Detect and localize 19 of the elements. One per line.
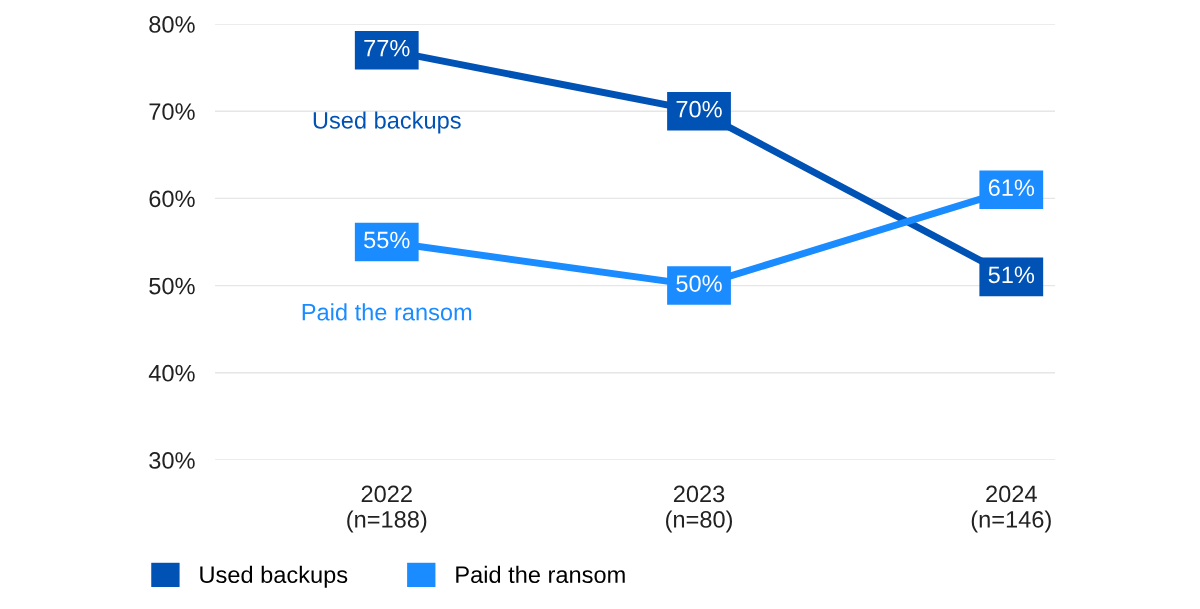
x-tick-label: 2023 (n=80) [666,485,733,533]
x-tick-label: 2022 (n=188) [347,485,427,533]
legend-label: Paid the ransom [456,565,625,584]
data-label: 70% [676,100,722,118]
text: Paid the ransom [302,303,472,321]
text: Used backups [313,111,461,134]
y-tick-label: 60% [149,190,195,208]
data-label: 51% [988,266,1035,284]
legend-label: Used backups [200,565,348,588]
x-tick-label: 2024 (n=146) [971,485,1051,533]
y-tick-label: 50% [149,277,195,295]
data-label: 77% [364,39,410,57]
data-label: 61% [988,179,1035,197]
data-label: 50% [676,275,722,292]
y-tick-label: 30% [149,452,195,469]
data-label: 55% [364,231,410,249]
y-tick-label: 40% [148,364,195,382]
y-tick-label: 70% [149,103,195,120]
y-tick-label: 80% [149,16,195,33]
